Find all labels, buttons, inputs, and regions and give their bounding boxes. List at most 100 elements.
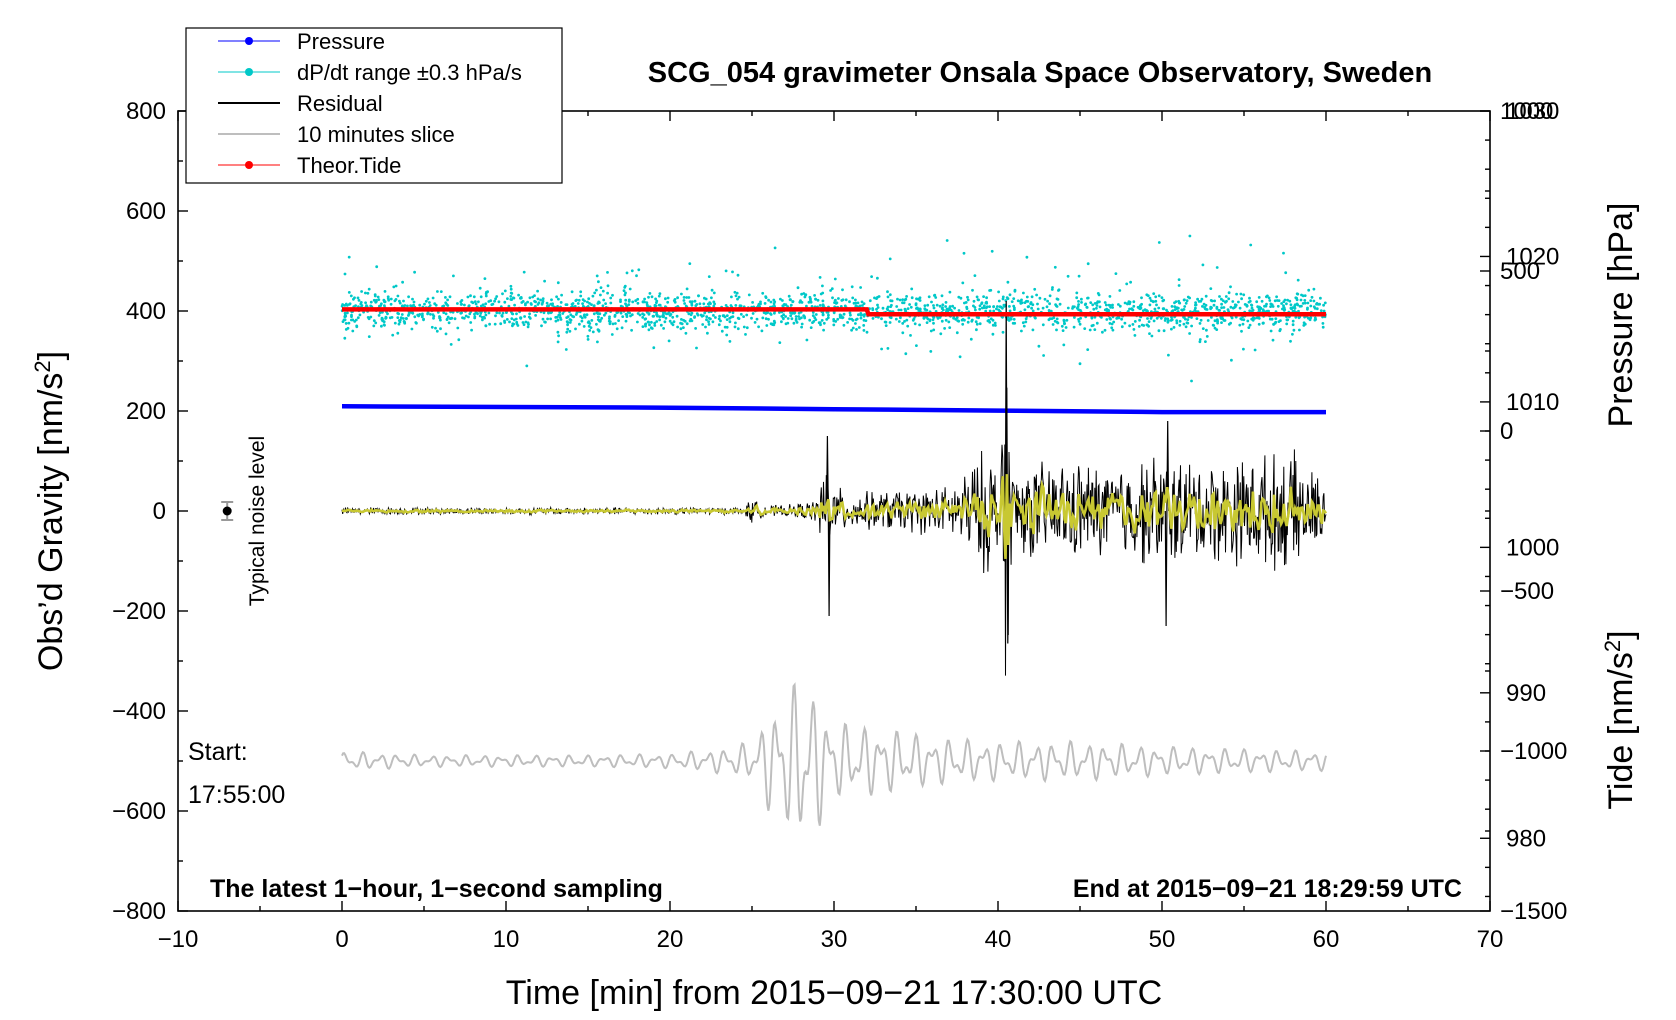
dpdt-point [804, 293, 808, 296]
dpdt-point [555, 295, 558, 299]
dpdt-point [933, 294, 936, 297]
dpdt-point [1167, 353, 1170, 357]
dpdt-point [557, 313, 561, 317]
dpdt-point [974, 308, 977, 312]
dpdt-point [935, 303, 939, 307]
dpdt-point [1269, 329, 1273, 333]
dpdt-point [349, 294, 353, 298]
dpdt-point [622, 289, 626, 292]
dpdt-point [1213, 299, 1216, 303]
tide-tick-label: 500 [1500, 258, 1540, 285]
dpdt-point [1204, 340, 1207, 343]
dpdt-point [733, 325, 737, 329]
dpdt-point [1030, 306, 1033, 310]
dpdt-point [1025, 295, 1029, 299]
dpdt-point [565, 330, 569, 334]
dpdt-point [978, 304, 982, 308]
dpdt-point [666, 296, 670, 300]
dpdt-point [566, 327, 570, 331]
dpdt-point [1063, 322, 1066, 326]
dpdt-point [850, 285, 854, 289]
dpdt-point [1185, 321, 1189, 325]
dpdt-point [1195, 317, 1199, 320]
dpdt-point [967, 316, 971, 320]
dpdt-point [710, 296, 713, 300]
dpdt-point [860, 300, 864, 304]
dpdt-point [880, 347, 883, 351]
dpdt-point [859, 316, 863, 320]
dpdt-point [706, 331, 709, 335]
dpdt-point [1045, 305, 1049, 309]
dpdt-point [685, 296, 689, 299]
dpdt-point [1182, 315, 1186, 319]
dpdt-point [679, 321, 682, 325]
dpdt-point [1199, 318, 1203, 322]
dpdt-point [636, 320, 639, 324]
dpdt-point [901, 322, 905, 325]
dpdt-point [737, 295, 741, 299]
dpdt-point [357, 299, 361, 302]
dpdt-point [658, 292, 662, 295]
dpdt-point [1220, 297, 1223, 301]
dpdt-point [1240, 297, 1243, 301]
dpdt-point [1142, 324, 1146, 327]
dpdt-point [527, 315, 531, 319]
dpdt-point [1130, 307, 1134, 311]
dpdt-point [1111, 328, 1115, 332]
dpdt-point [762, 311, 766, 314]
y-tick-label: 600 [126, 198, 166, 225]
dpdt-point [928, 319, 932, 323]
dpdt-point [682, 299, 686, 302]
dpdt-point [1103, 301, 1107, 304]
dpdt-point [470, 300, 474, 304]
dpdt-point [597, 315, 600, 319]
dpdt-point [975, 328, 978, 332]
dpdt-point [1294, 296, 1298, 300]
dpdt-point [619, 311, 623, 315]
dpdt-point [655, 314, 659, 318]
legend-label: Residual [297, 91, 383, 116]
dpdt-point [613, 315, 617, 318]
dpdt-point [468, 312, 472, 316]
dpdt-point [808, 295, 812, 299]
dpdt-point [649, 326, 653, 330]
dpdt-point [1292, 328, 1296, 332]
dpdt-point [1170, 327, 1173, 331]
dpdt-point [1310, 295, 1314, 299]
dpdt-point [500, 314, 504, 317]
dpdt-point [580, 316, 584, 320]
dpdt-point [788, 298, 792, 302]
dpdt-point [611, 293, 614, 297]
dpdt-point [495, 311, 499, 315]
dpdt-point [1188, 332, 1191, 335]
dpdt-point [1020, 329, 1023, 333]
dpdt-point [884, 324, 888, 327]
dpdt-point [1133, 320, 1137, 323]
dpdt-point [480, 316, 484, 319]
dpdt-point [1288, 299, 1292, 303]
dpdt-point [645, 303, 649, 307]
dpdt-point [798, 317, 801, 321]
dpdt-point [755, 317, 759, 321]
dpdt-point [842, 312, 846, 316]
dpdt-point [1242, 293, 1246, 297]
dpdt-point [1247, 326, 1251, 329]
dpdt-point [1203, 307, 1207, 311]
dpdt-point [513, 303, 516, 307]
dpdt-point [1105, 309, 1108, 312]
dpdt-point [648, 323, 651, 327]
dpdt-point [510, 317, 514, 320]
dpdt-point [356, 296, 360, 300]
dpdt-point [512, 322, 516, 326]
dpdt-point [800, 322, 804, 326]
dpdt-point [1080, 297, 1083, 301]
dpdt-point [940, 307, 944, 310]
dpdt-point [1285, 318, 1289, 322]
dpdt-point [810, 305, 814, 308]
dpdt-point [1204, 303, 1208, 307]
dpdt-point [637, 268, 641, 272]
dpdt-point [881, 306, 885, 310]
dpdt-point [1163, 319, 1167, 322]
dpdt-point [1022, 324, 1026, 328]
dpdt-point [764, 296, 768, 299]
